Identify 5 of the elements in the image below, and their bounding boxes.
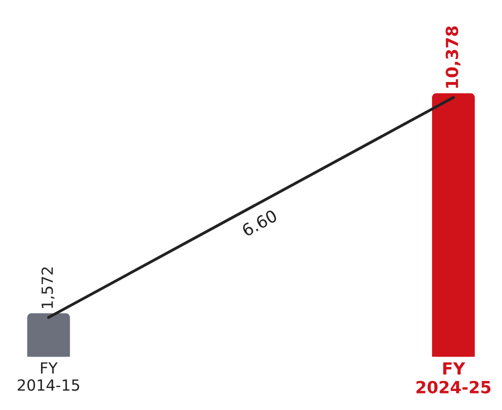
data-label: 1,572: [41, 267, 55, 308]
x-tick-label: FY 2024-25: [416, 362, 491, 394]
x-tick-label: FY 2014-15: [18, 362, 80, 391]
annotation: 6.60: [241, 209, 278, 237]
data-label: 10,378: [446, 26, 460, 88]
